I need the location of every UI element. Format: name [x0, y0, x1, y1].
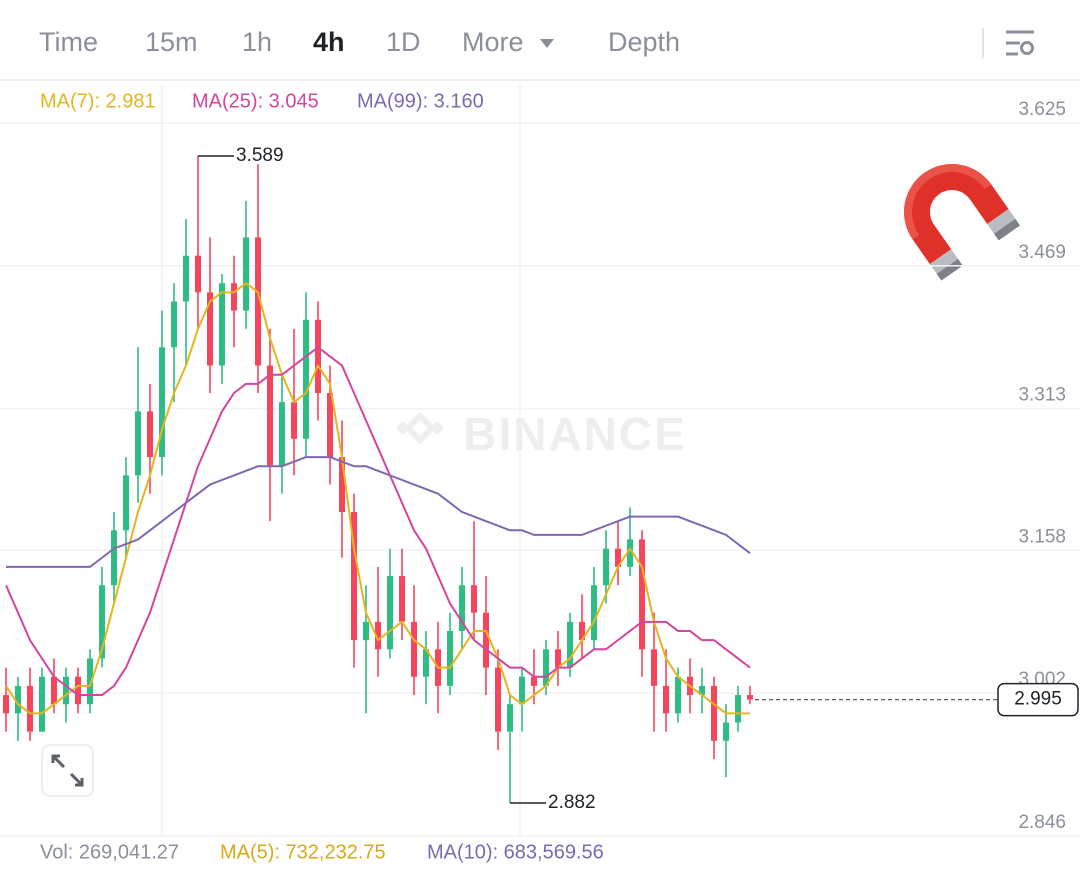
- candle-body: [159, 347, 165, 458]
- candle-body: [459, 585, 465, 631]
- candle-body: [483, 612, 489, 668]
- candle-body: [51, 676, 57, 705]
- ma-legend: MA(7): 2.981: [40, 90, 156, 112]
- candle-body: [183, 255, 189, 302]
- candle-body: [279, 402, 285, 467]
- candle-body: [723, 722, 729, 741]
- tab[interactable]: 1D: [386, 27, 421, 57]
- tab[interactable]: More: [462, 27, 524, 57]
- candle-body: [87, 658, 93, 705]
- candle-body: [591, 585, 597, 641]
- candle-body: [231, 283, 237, 311]
- candle-body: [615, 548, 621, 567]
- volume-ma5: MA(5): 732,232.75: [220, 841, 386, 863]
- candle-body: [39, 676, 45, 732]
- candle-body: [303, 319, 309, 439]
- price-box: [997, 682, 1079, 717]
- candle-body: [399, 576, 405, 622]
- candle-body: [675, 676, 681, 714]
- candle-body: [663, 685, 669, 714]
- candle-body: [531, 676, 537, 686]
- ma-legend: MA(25): 3.045: [192, 90, 319, 112]
- candles: [3, 155, 753, 804]
- candle-body: [135, 411, 141, 476]
- candle-body: [543, 649, 549, 686]
- y-tick-label: 3.469: [1018, 242, 1066, 263]
- candle-body: [423, 649, 429, 677]
- extreme-label: 2.882: [548, 792, 596, 813]
- candle-body: [219, 283, 225, 366]
- candle-body: [75, 676, 81, 705]
- candle-body: [603, 548, 609, 586]
- candle-body: [327, 393, 333, 458]
- candle-body: [207, 292, 213, 366]
- candle-body: [579, 621, 585, 641]
- candle-body: [147, 411, 153, 458]
- candle-body: [735, 695, 741, 723]
- expand-button[interactable]: [41, 744, 94, 797]
- y-tick-label: 3.313: [1018, 385, 1066, 406]
- candle-body: [267, 365, 273, 467]
- y-tick-label: 3.625: [1018, 99, 1066, 120]
- candle-body: [243, 237, 249, 311]
- candle-body: [375, 621, 381, 650]
- price-label: 2.995: [1014, 689, 1062, 710]
- candle-body: [519, 676, 525, 705]
- candle-body: [567, 621, 573, 668]
- watermark-logo: [396, 412, 444, 444]
- candle-body: [291, 402, 297, 439]
- tab[interactable]: 4h: [313, 27, 345, 57]
- candle-body: [27, 685, 33, 732]
- candle-body: [3, 695, 9, 714]
- candle-body: [651, 649, 657, 686]
- candle-body: [15, 685, 21, 714]
- candle-body: [171, 301, 177, 348]
- volume-label: Vol: 269,041.27: [40, 841, 179, 863]
- candle-body: [507, 704, 513, 732]
- dropdown-arrow[interactable]: [540, 39, 554, 48]
- candle-body: [747, 695, 753, 700]
- extreme-label: 3.589: [236, 145, 284, 166]
- tab[interactable]: Time: [39, 27, 98, 57]
- candle-body: [471, 585, 477, 613]
- candle-body: [639, 539, 645, 650]
- candle-body: [339, 457, 345, 512]
- candle-body: [99, 585, 105, 659]
- ma-legend: MA(99): 3.160: [357, 90, 484, 112]
- candle-body: [315, 319, 321, 394]
- tab[interactable]: Depth: [608, 27, 680, 57]
- y-tick-label: 3.158: [1018, 526, 1066, 547]
- tab[interactable]: 15m: [145, 27, 198, 57]
- candle-body: [711, 685, 717, 741]
- watermark: BINANCE: [463, 408, 687, 460]
- candle-body: [111, 530, 117, 586]
- candle-body: [255, 237, 261, 366]
- candle-body: [195, 255, 201, 293]
- settings-icon[interactable]: [1006, 30, 1034, 56]
- candle-body: [387, 576, 393, 650]
- candle-body: [627, 539, 633, 567]
- candle-body: [411, 621, 417, 677]
- candle-body: [555, 649, 561, 668]
- candle-body: [495, 667, 501, 732]
- candle-body: [123, 475, 129, 531]
- volume-ma10: MA(10): 683,569.56: [427, 841, 604, 863]
- candle-body: [63, 676, 69, 705]
- y-tick-label: 2.846: [1018, 812, 1066, 833]
- candle-body: [447, 630, 453, 686]
- magnet-icon[interactable]: [885, 145, 1020, 281]
- ma-line: [6, 456, 751, 568]
- candle-body: [351, 511, 357, 641]
- candle-body: [699, 685, 705, 696]
- tab[interactable]: 1h: [242, 27, 272, 57]
- candle-body: [363, 621, 369, 641]
- ma-line: [5, 346, 751, 697]
